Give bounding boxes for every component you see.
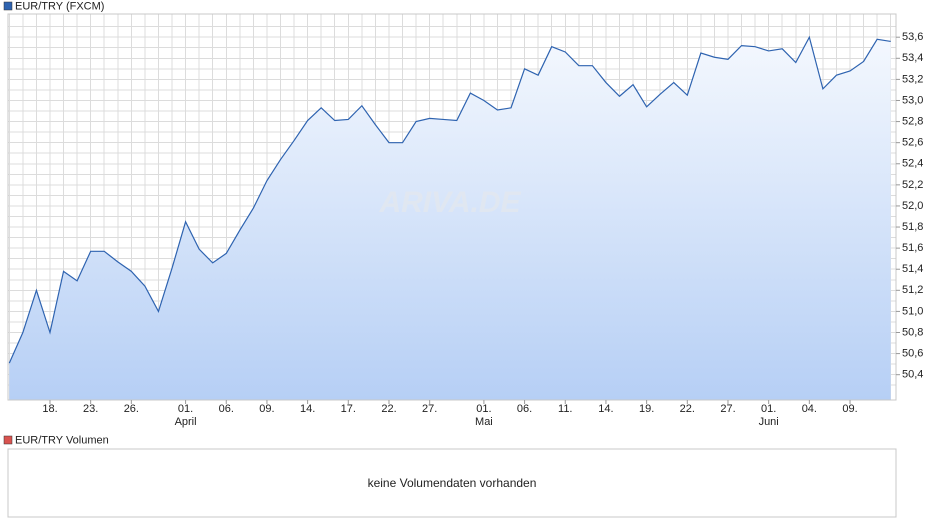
- watermark: ARIVA.DE: [378, 186, 521, 219]
- area: [9, 37, 891, 400]
- y-tick-label: 52,0: [902, 200, 923, 212]
- x-tick-label: 09.: [842, 403, 857, 415]
- x-tick-label: 09.: [259, 403, 274, 415]
- y-tick-label: 53,2: [902, 73, 923, 85]
- x-tick-label: 22.: [680, 403, 695, 415]
- y-tick-label: 51,8: [902, 221, 923, 233]
- x-tick-label: 14.: [598, 403, 613, 415]
- x-tick-label: 27.: [422, 403, 437, 415]
- y-tick-label: 51,4: [902, 263, 923, 275]
- month-label: Mai: [475, 416, 493, 428]
- x-tick-label: 17.: [341, 403, 356, 415]
- y-tick-label: 53,4: [902, 52, 923, 64]
- legend-label: EUR/TRY (FXCM): [15, 0, 104, 12]
- y-tick-label: 50,4: [902, 369, 923, 381]
- y-tick-label: 52,8: [902, 115, 923, 127]
- volume-frame: [7, 448, 897, 518]
- volume-legend-swatch: [3, 435, 13, 445]
- x-tick-label: 06.: [219, 403, 234, 415]
- y-tick-label: 53,6: [902, 31, 923, 43]
- x-tick-label: 18.: [42, 403, 57, 415]
- x-tick-label: 23.: [83, 403, 98, 415]
- y-tick-label: 52,6: [902, 137, 923, 149]
- x-tick-label: 26.: [124, 403, 139, 415]
- x-tick-label: 19.: [639, 403, 654, 415]
- x-tick-label: 01.: [476, 403, 491, 415]
- month-label: April: [175, 416, 197, 428]
- y-tick-label: 51,6: [902, 242, 923, 254]
- volume-title: EUR/TRY Volumen: [15, 434, 109, 446]
- month-label: Juni: [759, 416, 779, 428]
- y-tick-label: 50,8: [902, 326, 923, 338]
- y-tick-label: 51,0: [902, 305, 923, 317]
- y-tick-label: 52,4: [902, 158, 923, 170]
- y-tick-label: 50,6: [902, 348, 923, 360]
- volume-message: keine Volumendaten vorhanden: [368, 476, 537, 490]
- y-tick-label: 52,2: [902, 179, 923, 191]
- x-tick-label: 01.: [178, 403, 193, 415]
- x-tick-label: 27.: [720, 403, 735, 415]
- x-tick-label: 14.: [300, 403, 315, 415]
- line: [8, 35, 891, 364]
- plot-frame: [7, 13, 897, 401]
- x-tick-label: 06.: [517, 403, 532, 415]
- x-tick-label: 01.: [761, 403, 776, 415]
- x-tick-label: 22.: [381, 403, 396, 415]
- y-tick-label: 53,0: [902, 94, 923, 106]
- legend-swatch: [3, 1, 13, 11]
- x-tick-label: 04.: [802, 403, 817, 415]
- y-tick-label: 51,2: [902, 284, 923, 296]
- x-tick-label: 11.: [558, 403, 572, 415]
